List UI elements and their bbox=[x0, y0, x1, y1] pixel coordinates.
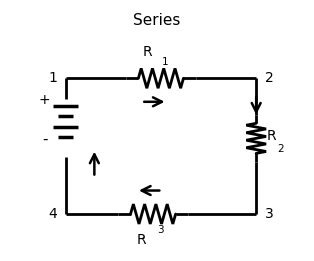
Text: Series: Series bbox=[133, 13, 181, 28]
Text: 2: 2 bbox=[265, 71, 273, 85]
Text: R: R bbox=[267, 129, 276, 143]
Text: R: R bbox=[137, 233, 147, 247]
Text: 4: 4 bbox=[48, 207, 57, 221]
Text: 3: 3 bbox=[157, 225, 164, 235]
Text: R: R bbox=[142, 45, 152, 59]
Text: 1: 1 bbox=[48, 71, 57, 85]
Text: 2: 2 bbox=[278, 144, 284, 153]
Text: +: + bbox=[39, 93, 51, 108]
Text: 1: 1 bbox=[162, 57, 169, 67]
Text: -: - bbox=[42, 132, 47, 147]
Text: 3: 3 bbox=[265, 207, 273, 221]
